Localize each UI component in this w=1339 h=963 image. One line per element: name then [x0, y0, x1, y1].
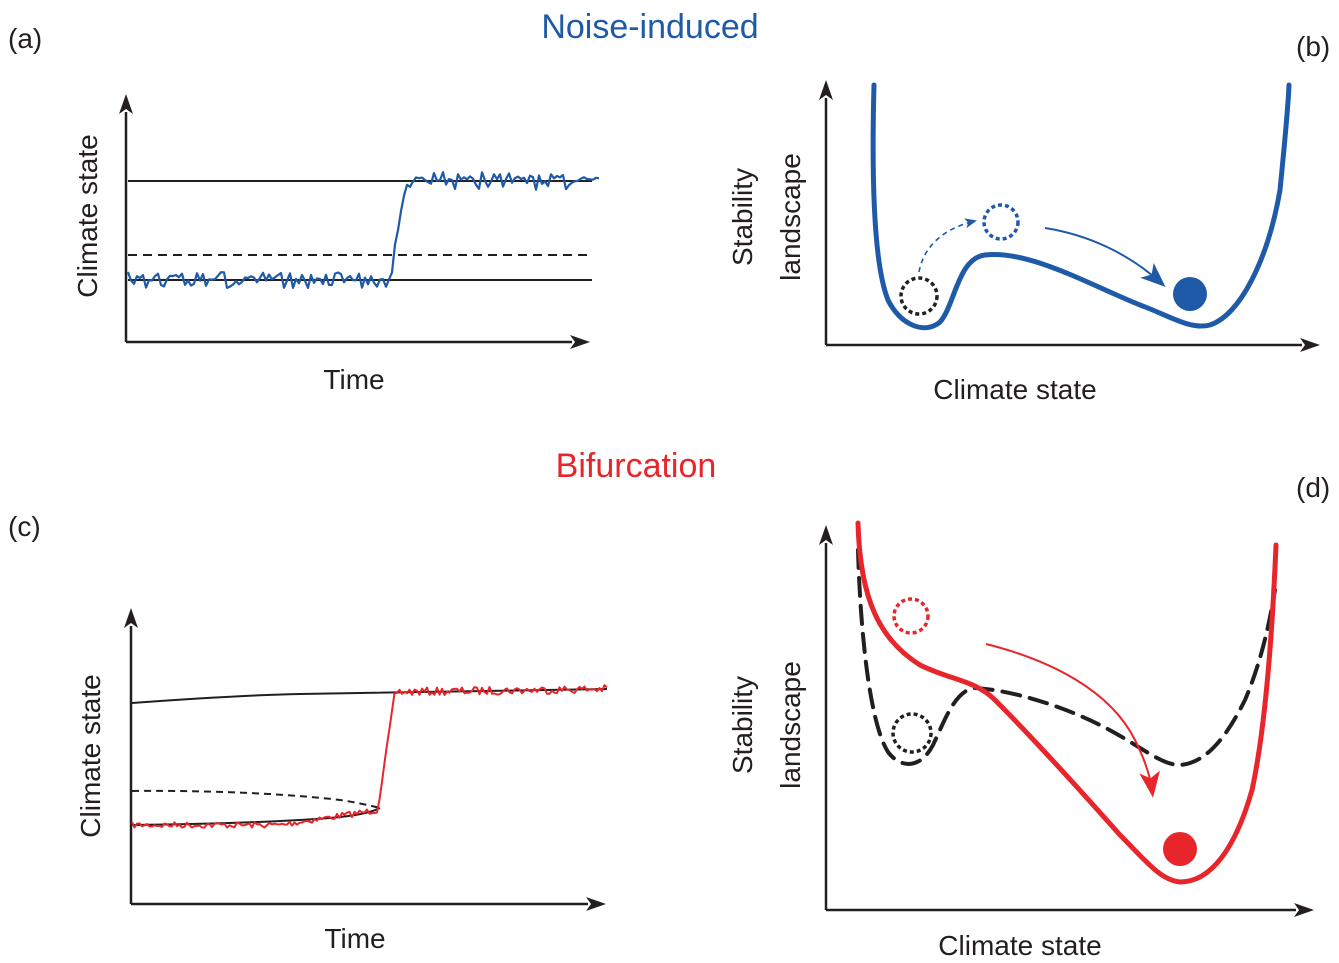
panel-d-transition-arrow: [985, 643, 1160, 798]
panel-c-x-label: Time: [324, 923, 385, 954]
panel-c: Climate state Time: [75, 608, 608, 954]
panel-d-y-label-line1: Stability: [727, 676, 758, 774]
panel-b-transient-state-circle: [982, 203, 1020, 241]
panel-d-bifurcated-landscape: [855, 520, 1279, 885]
panel-a-y-label: Climate state: [72, 134, 103, 297]
panel-d: Stability landscape Climate state: [727, 520, 1314, 961]
panel-d-vanished-state-circle: [892, 597, 930, 635]
panel-tag-a: (a): [8, 23, 42, 54]
panel-a: Climate state Time: [72, 94, 600, 395]
panel-tag-c: (c): [8, 511, 41, 542]
panel-b-transition-arrow: [1044, 227, 1166, 288]
panel-d-x-label: Climate state: [938, 930, 1101, 961]
panel-tag-b: (b): [1296, 31, 1330, 62]
panel-b-stability-landscape: [870, 82, 1292, 331]
panel-b: Stability landscape Climate state: [727, 80, 1320, 405]
panel-c-unstable-branch: [131, 789, 381, 809]
panel-c-bifurcation-trajectory: [131, 684, 608, 829]
panel-c-y-label: Climate state: [75, 674, 106, 837]
panel-d-previous-landscape: [856, 548, 1277, 768]
panel-c-upper-branch: [131, 688, 608, 704]
panel-a-noise-trajectory: [126, 171, 600, 289]
panel-d-final-state-ball: [1163, 832, 1197, 866]
panel-b-y-label-line1: Stability: [727, 168, 758, 266]
panel-d-y-label-line2: landscape: [775, 661, 806, 789]
panel-a-x-label: Time: [323, 364, 384, 395]
panel-b-y-label-line2: landscape: [775, 153, 806, 281]
panel-d-initial-state-circle: [891, 712, 933, 754]
panel-b-noise-kick-arrow: [918, 218, 977, 273]
panel-b-initial-state-circle: [899, 276, 939, 316]
title-bifurcation: Bifurcation: [556, 447, 717, 485]
panel-c-lower-branch: [131, 807, 381, 826]
panel-b-final-state-ball: [1173, 277, 1207, 311]
panel-tag-d: (d): [1296, 472, 1330, 503]
panel-b-x-label: Climate state: [933, 374, 1096, 405]
title-noise-induced: Noise-induced: [541, 8, 758, 46]
